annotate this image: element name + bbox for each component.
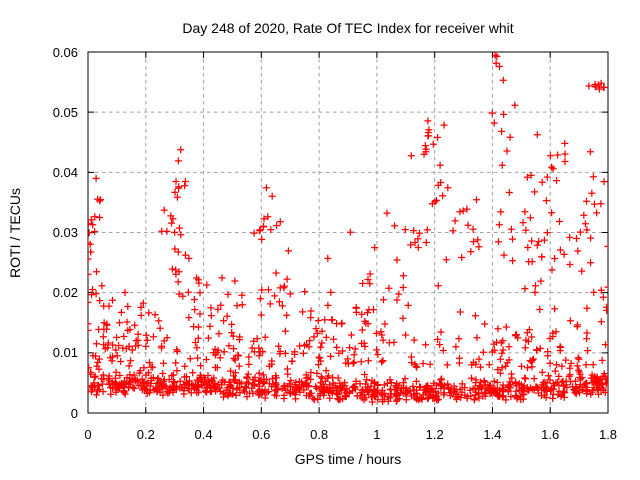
chart-title: Day 248 of 2020, Rate Of TEC Index for r… [182, 20, 514, 36]
x-tick-label: 0 [84, 427, 92, 442]
x-tick-label: 1.4 [483, 427, 502, 442]
x-axis-label: GPS time / hours [294, 451, 402, 467]
x-tick-label: 1 [373, 427, 381, 442]
x-tick-label: 0.8 [310, 427, 329, 442]
y-tick-label: 0.05 [52, 104, 78, 120]
x-tick-label: 0.2 [136, 427, 155, 442]
x-tick-label: 0.6 [252, 427, 271, 442]
y-tick-label: 0.02 [52, 285, 78, 301]
scatter-points-roti [88, 52, 608, 406]
y-tick-label: 0 [70, 405, 78, 421]
x-tick-label: 0.4 [194, 427, 213, 442]
y-tick-label: 0.06 [52, 44, 78, 60]
x-tick-label: 1.6 [541, 427, 560, 442]
x-tick-label: 1.2 [425, 427, 444, 442]
x-tick-label: 1.8 [598, 427, 618, 442]
y-tick-label: 0.04 [52, 164, 78, 180]
y-tick-label: 0.01 [52, 345, 78, 361]
y-tick-label: 0.03 [52, 225, 78, 240]
